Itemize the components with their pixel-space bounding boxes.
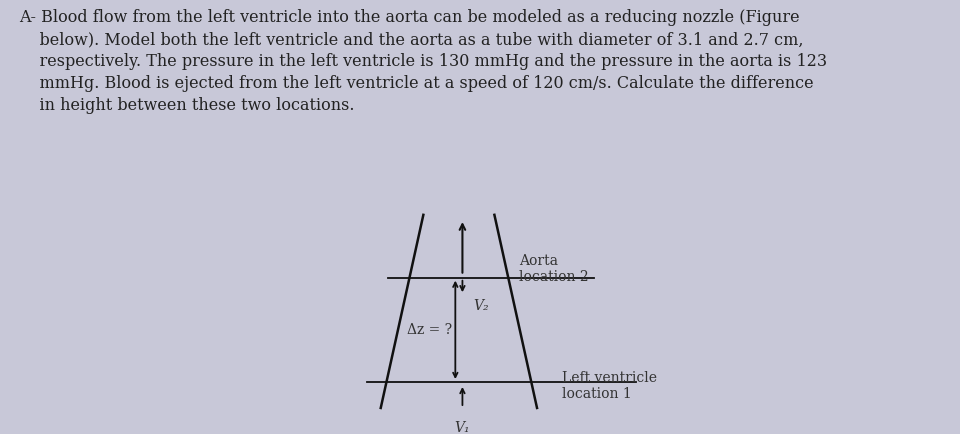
Text: Left ventricle
location 1: Left ventricle location 1 <box>562 371 657 401</box>
Text: A- Blood flow from the left ventricle into the aorta can be modeled as a reducin: A- Blood flow from the left ventricle in… <box>19 9 828 115</box>
Text: V₁: V₁ <box>455 421 470 434</box>
Text: Aorta
location 2: Aorta location 2 <box>519 254 588 284</box>
Text: V₂: V₂ <box>473 299 489 313</box>
Text: Δz = ?: Δz = ? <box>407 323 452 337</box>
